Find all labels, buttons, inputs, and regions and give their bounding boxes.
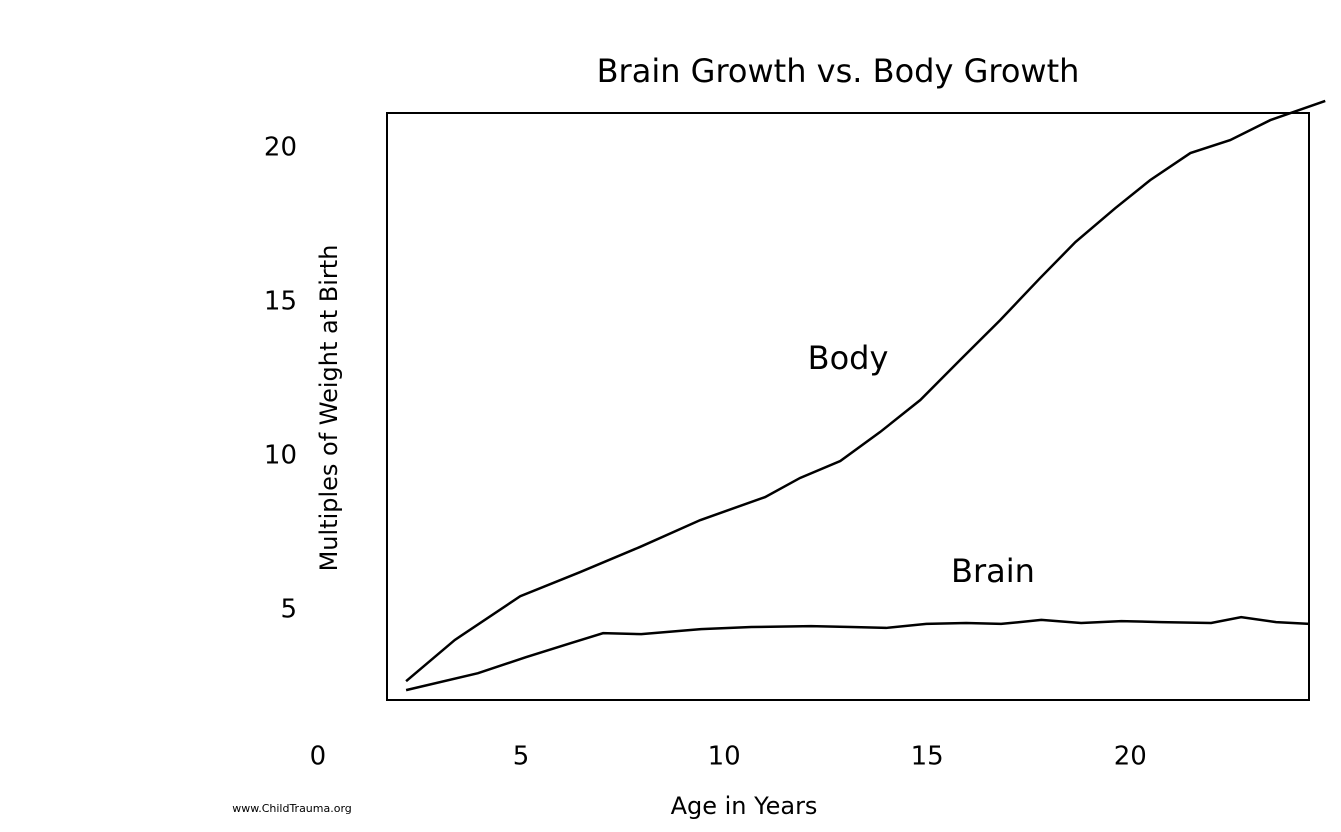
y-tick-label: 10 — [264, 441, 297, 471]
x-tick-label: 15 — [911, 742, 944, 772]
y-axis-label: Multiples of Weight at Birth — [315, 245, 343, 572]
series-line — [405, 615, 1310, 692]
y-tick-label: 20 — [264, 133, 297, 163]
y-tick-label: 15 — [264, 287, 297, 317]
series-line — [405, 99, 1326, 683]
chart-title: Brain Growth vs. Body Growth — [597, 52, 1080, 90]
x-axis-label: Age in Years — [671, 792, 818, 820]
plot-frame — [386, 112, 1310, 701]
series-label: Brain — [951, 552, 1035, 590]
x-tick-label: 20 — [1114, 742, 1147, 772]
series-label: Body — [808, 339, 889, 377]
x-tick-label: 10 — [708, 742, 741, 772]
x-tick-label: 0 — [310, 742, 327, 772]
x-tick-label: 5 — [513, 742, 530, 772]
source-note: www.ChildTrauma.org — [232, 802, 352, 815]
y-tick-label: 5 — [280, 595, 297, 625]
